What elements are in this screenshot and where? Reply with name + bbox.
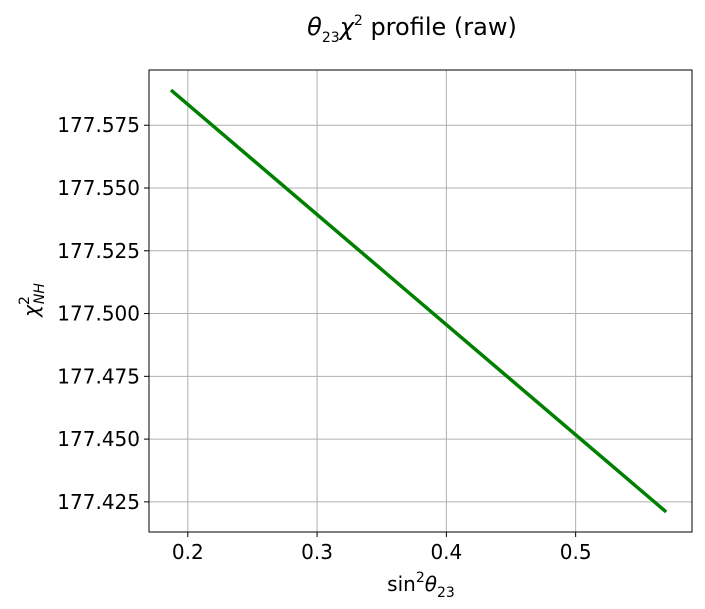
x-axis-label: sin2θ23 [387,570,455,601]
y-tick-label: 177.475 [57,364,140,388]
series-layer [169,88,668,514]
plot-frame [148,69,693,533]
x-tick-label: 0.2 [172,540,204,564]
y-tick-label: 177.550 [57,176,140,200]
y-tick-label: 177.525 [57,239,140,263]
x-axis-ticks: 0.2 0.3 0.4 0.5 [172,532,592,564]
y-tick-label: 177.500 [57,302,140,326]
series-line [169,88,668,514]
y-axis-label: χ2NH [17,283,48,318]
x-tick-label: 0.3 [301,540,333,564]
y-axis-ticks: 177.425 177.450 177.475 177.500 177.525 177.5… [57,113,149,514]
y-tick-label: 177.425 [57,490,140,514]
y-tick-label: 177.575 [57,113,140,137]
x-tick-label: 0.5 [560,540,592,564]
chart-title: θ23χ2 profile (raw) [307,13,517,46]
grid [149,70,692,532]
y-tick-label: 177.450 [57,427,140,451]
x-tick-label: 0.4 [430,540,462,564]
